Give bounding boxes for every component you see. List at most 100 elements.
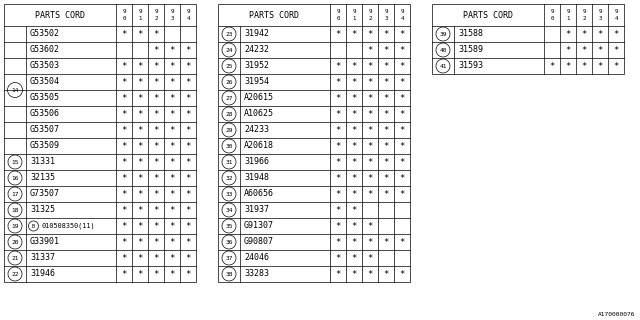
Text: *: *	[122, 253, 127, 262]
Text: *: *	[170, 125, 175, 134]
Text: *: *	[122, 109, 127, 118]
Text: *: *	[122, 29, 127, 38]
Text: A10625: A10625	[244, 109, 274, 118]
Text: *: *	[399, 77, 404, 86]
Text: 21: 21	[12, 255, 19, 260]
Text: 24: 24	[225, 47, 233, 52]
Text: *: *	[351, 29, 356, 38]
Text: G53507: G53507	[30, 125, 60, 134]
Text: 35: 35	[225, 223, 233, 228]
Text: *: *	[154, 189, 159, 198]
Text: 30: 30	[225, 143, 233, 148]
Text: 31952: 31952	[244, 61, 269, 70]
Text: *: *	[186, 141, 191, 150]
Text: *: *	[351, 189, 356, 198]
Text: *: *	[186, 269, 191, 278]
Text: *: *	[170, 189, 175, 198]
Text: *: *	[367, 269, 372, 278]
Text: *: *	[186, 93, 191, 102]
Text: *: *	[154, 173, 159, 182]
Text: *: *	[383, 269, 388, 278]
Text: G90807: G90807	[244, 237, 274, 246]
Text: *: *	[367, 45, 372, 54]
Text: *: *	[335, 61, 340, 70]
Text: *: *	[154, 141, 159, 150]
Text: *: *	[154, 45, 159, 54]
Text: *: *	[351, 61, 356, 70]
Text: G53509: G53509	[30, 141, 60, 150]
Text: *: *	[170, 253, 175, 262]
Text: 15: 15	[12, 159, 19, 164]
Text: 14: 14	[12, 87, 19, 92]
Text: 9: 9	[170, 9, 173, 14]
Text: 9: 9	[384, 9, 388, 14]
Text: *: *	[122, 189, 127, 198]
Text: *: *	[138, 61, 143, 70]
Text: *: *	[597, 29, 603, 38]
Text: *: *	[383, 29, 388, 38]
Text: 31337: 31337	[30, 253, 55, 262]
Text: *: *	[186, 61, 191, 70]
Text: G53504: G53504	[30, 77, 60, 86]
Text: 38: 38	[225, 271, 233, 276]
Text: *: *	[367, 77, 372, 86]
Text: *: *	[351, 205, 356, 214]
Text: PARTS CORD: PARTS CORD	[35, 11, 85, 20]
Text: *: *	[383, 237, 388, 246]
Text: *: *	[399, 157, 404, 166]
Text: *: *	[351, 125, 356, 134]
Text: 31948: 31948	[244, 173, 269, 182]
Text: 3: 3	[384, 16, 388, 21]
Text: 31946: 31946	[30, 269, 55, 278]
Text: *: *	[335, 253, 340, 262]
Text: *: *	[170, 45, 175, 54]
Text: *: *	[170, 109, 175, 118]
Text: 9: 9	[550, 9, 554, 14]
Text: *: *	[186, 253, 191, 262]
Text: *: *	[186, 125, 191, 134]
Text: 9: 9	[400, 9, 404, 14]
Text: *: *	[186, 205, 191, 214]
Text: 9: 9	[582, 9, 586, 14]
Text: *: *	[383, 157, 388, 166]
Text: *: *	[186, 237, 191, 246]
Text: G53506: G53506	[30, 109, 60, 118]
Text: *: *	[367, 221, 372, 230]
Text: *: *	[335, 221, 340, 230]
Text: *: *	[399, 93, 404, 102]
Text: 3: 3	[170, 16, 173, 21]
Text: *: *	[367, 253, 372, 262]
Text: *: *	[138, 237, 143, 246]
Text: 010508350(11): 010508350(11)	[42, 223, 95, 229]
Text: *: *	[138, 141, 143, 150]
Text: *: *	[367, 29, 372, 38]
Text: *: *	[154, 253, 159, 262]
Text: *: *	[154, 125, 159, 134]
Text: *: *	[549, 61, 555, 70]
Text: *: *	[597, 45, 603, 54]
Text: *: *	[186, 221, 191, 230]
Text: *: *	[399, 125, 404, 134]
Text: *: *	[399, 61, 404, 70]
Text: *: *	[367, 125, 372, 134]
Text: *: *	[122, 77, 127, 86]
Text: *: *	[335, 237, 340, 246]
Text: *: *	[154, 221, 159, 230]
Text: 24232: 24232	[244, 45, 269, 54]
Text: *: *	[170, 173, 175, 182]
Text: *: *	[367, 157, 372, 166]
Text: *: *	[186, 157, 191, 166]
Text: *: *	[170, 269, 175, 278]
Text: 9: 9	[154, 9, 157, 14]
Text: PARTS CORD: PARTS CORD	[249, 11, 299, 20]
Text: *: *	[399, 109, 404, 118]
Text: *: *	[351, 269, 356, 278]
Text: *: *	[138, 221, 143, 230]
Text: 0: 0	[122, 16, 125, 21]
Text: 9: 9	[368, 9, 372, 14]
Text: 2: 2	[582, 16, 586, 21]
Text: *: *	[138, 157, 143, 166]
Text: *: *	[399, 45, 404, 54]
Text: 39: 39	[439, 31, 447, 36]
Text: *: *	[351, 157, 356, 166]
